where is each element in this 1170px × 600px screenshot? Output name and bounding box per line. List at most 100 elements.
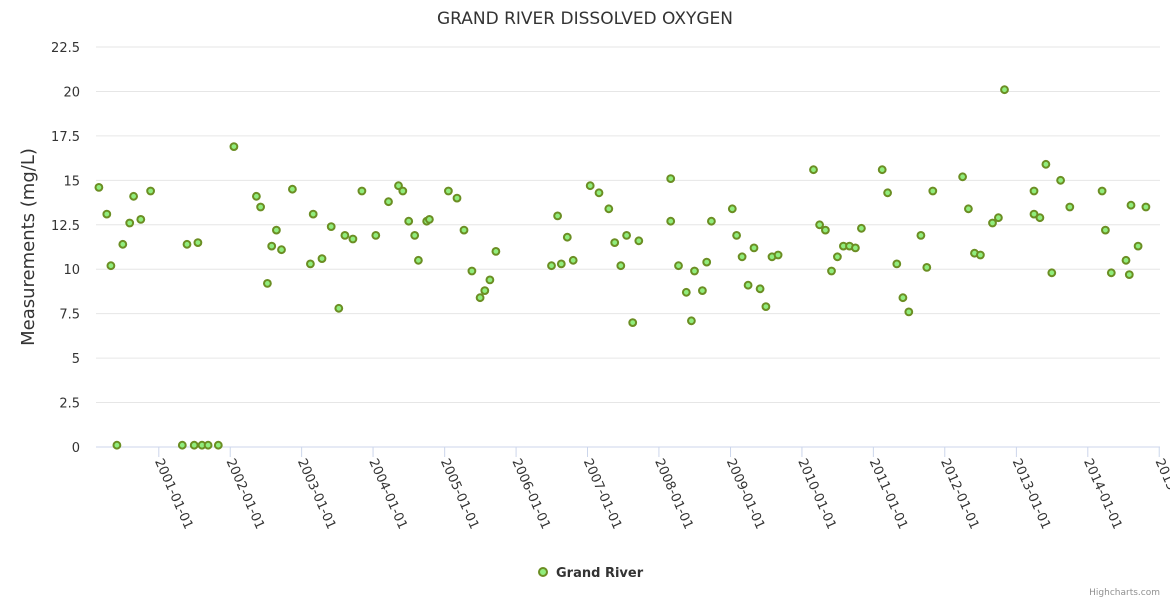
data-point[interactable] xyxy=(371,231,381,240)
data-point[interactable] xyxy=(727,204,737,214)
data-point[interactable] xyxy=(1106,268,1116,278)
data-point[interactable] xyxy=(568,255,578,265)
data-point[interactable] xyxy=(761,302,771,312)
data-point[interactable] xyxy=(213,440,223,450)
data-point[interactable] xyxy=(809,165,818,175)
data-point[interactable] xyxy=(317,254,327,264)
data-point[interactable] xyxy=(976,250,985,260)
legend-item-grand-river[interactable]: Grand River xyxy=(538,566,644,581)
data-point[interactable] xyxy=(1101,225,1110,235)
data-point[interactable] xyxy=(229,142,239,152)
data-point[interactable] xyxy=(666,174,676,184)
data-point[interactable] xyxy=(1035,213,1045,223)
data-point[interactable] xyxy=(1126,200,1136,210)
data-point[interactable] xyxy=(491,247,501,256)
data-point[interactable] xyxy=(459,225,469,235)
data-point[interactable] xyxy=(146,186,156,196)
data-point[interactable] xyxy=(904,307,914,317)
data-point[interactable] xyxy=(556,259,566,269)
data-point[interactable] xyxy=(958,172,967,182)
data-point[interactable] xyxy=(857,223,866,233)
data-point[interactable] xyxy=(892,259,902,269)
data-point[interactable] xyxy=(698,286,707,296)
data-point[interactable] xyxy=(964,204,973,214)
data-point[interactable] xyxy=(334,303,344,313)
data-point[interactable] xyxy=(182,239,192,249)
data-point[interactable] xyxy=(674,261,683,271)
data-point[interactable] xyxy=(994,213,1003,223)
data-point[interactable] xyxy=(452,193,462,203)
data-point[interactable] xyxy=(1121,255,1131,265)
data-point[interactable] xyxy=(475,293,485,303)
data-point[interactable] xyxy=(136,215,146,224)
data-point[interactable] xyxy=(898,293,908,303)
data-point[interactable] xyxy=(467,266,477,276)
data-point[interactable] xyxy=(1029,186,1039,196)
data-point[interactable] xyxy=(1133,241,1143,251)
data-point[interactable] xyxy=(384,197,393,207)
data-point[interactable] xyxy=(634,236,644,246)
data-point[interactable] xyxy=(622,231,631,240)
data-point[interactable] xyxy=(189,440,199,450)
data-point[interactable] xyxy=(94,183,104,192)
data-point[interactable] xyxy=(1056,175,1065,185)
data-point[interactable] xyxy=(690,266,699,276)
data-point[interactable] xyxy=(340,231,350,240)
data-point[interactable] xyxy=(1065,202,1075,212)
data-point[interactable] xyxy=(125,218,135,228)
data-point[interactable] xyxy=(394,181,403,191)
data-point[interactable] xyxy=(928,186,938,196)
data-point[interactable] xyxy=(821,225,830,235)
data-point[interactable] xyxy=(702,257,712,267)
data-point[interactable] xyxy=(681,287,691,297)
data-point[interactable] xyxy=(1041,159,1051,169)
data-point[interactable] xyxy=(1097,186,1107,196)
data-point[interactable] xyxy=(877,165,887,175)
data-point[interactable] xyxy=(398,186,408,196)
data-point[interactable] xyxy=(252,191,261,201)
data-point[interactable] xyxy=(129,191,139,201)
data-point[interactable] xyxy=(827,266,836,276)
data-point[interactable] xyxy=(112,440,122,450)
data-point[interactable] xyxy=(102,209,112,219)
data-point[interactable] xyxy=(348,234,358,244)
data-point[interactable] xyxy=(410,231,420,240)
data-point[interactable] xyxy=(883,188,892,198)
data-point[interactable] xyxy=(1047,268,1057,278)
data-point[interactable] xyxy=(306,259,315,269)
data-point[interactable] xyxy=(553,211,562,221)
data-point[interactable] xyxy=(562,232,572,242)
data-point[interactable] xyxy=(732,231,741,240)
data-point[interactable] xyxy=(277,245,286,255)
data-point[interactable] xyxy=(444,186,453,196)
data-point[interactable] xyxy=(203,440,213,450)
data-point[interactable] xyxy=(988,218,997,228)
data-point[interactable] xyxy=(815,220,824,230)
data-point[interactable] xyxy=(666,216,676,226)
data-point[interactable] xyxy=(610,238,620,248)
data-point[interactable] xyxy=(737,252,747,262)
data-point[interactable] xyxy=(404,216,414,226)
data-point[interactable] xyxy=(1000,85,1009,95)
data-point[interactable] xyxy=(585,181,595,191)
data-point[interactable] xyxy=(288,184,297,194)
data-point[interactable] xyxy=(1141,202,1151,212)
data-point[interactable] xyxy=(414,255,423,265)
data-point[interactable] xyxy=(1124,270,1134,280)
data-point[interactable] xyxy=(267,241,277,251)
data-point[interactable] xyxy=(106,261,116,271)
data-point[interactable] xyxy=(480,286,490,296)
data-point[interactable] xyxy=(308,209,318,219)
data-point[interactable] xyxy=(773,250,783,260)
data-point[interactable] xyxy=(707,216,716,226)
data-point[interactable] xyxy=(594,188,604,198)
data-point[interactable] xyxy=(485,275,495,285)
data-point[interactable] xyxy=(628,318,638,328)
data-point[interactable] xyxy=(177,440,187,450)
data-point[interactable] xyxy=(118,239,128,249)
data-point[interactable] xyxy=(755,284,765,294)
credits-link[interactable]: Highcharts.com xyxy=(1089,588,1160,598)
data-point[interactable] xyxy=(616,261,626,271)
data-point[interactable] xyxy=(193,238,203,248)
data-point[interactable] xyxy=(604,204,614,214)
